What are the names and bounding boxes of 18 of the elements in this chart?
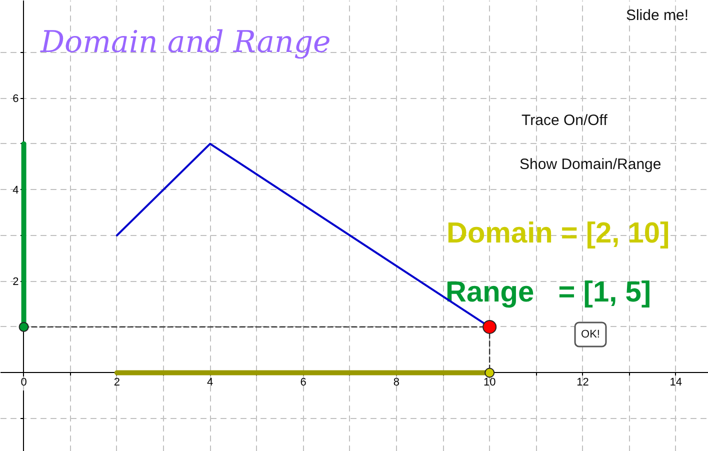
x-tick-label: 0 <box>20 376 27 389</box>
x-tick-label: 14 <box>670 376 682 389</box>
annotation: Trace On/Off <box>522 112 608 129</box>
annotation: Slide me! <box>626 7 689 24</box>
x-tick-label: 2 <box>114 376 120 389</box>
text: Domain and Range <box>40 25 331 60</box>
x-tick-label: 6 <box>300 376 306 389</box>
x-tick-label: 10 <box>483 376 496 389</box>
x-tick-label: 12 <box>576 376 589 389</box>
annotation: OK! <box>581 328 600 340</box>
y-tick-label: 6 <box>12 93 19 106</box>
x-tick-label: 8 <box>393 376 400 389</box>
y-tick-label: 4 <box>12 184 19 197</box>
annotation: Range = [1, 5] <box>446 276 651 308</box>
annotation: Show Domain/Range <box>520 156 662 173</box>
x-tick-label: 4 <box>207 376 214 389</box>
y-tick-label: 2 <box>12 276 19 288</box>
annotation: Domain = [2, 10] <box>446 218 670 250</box>
